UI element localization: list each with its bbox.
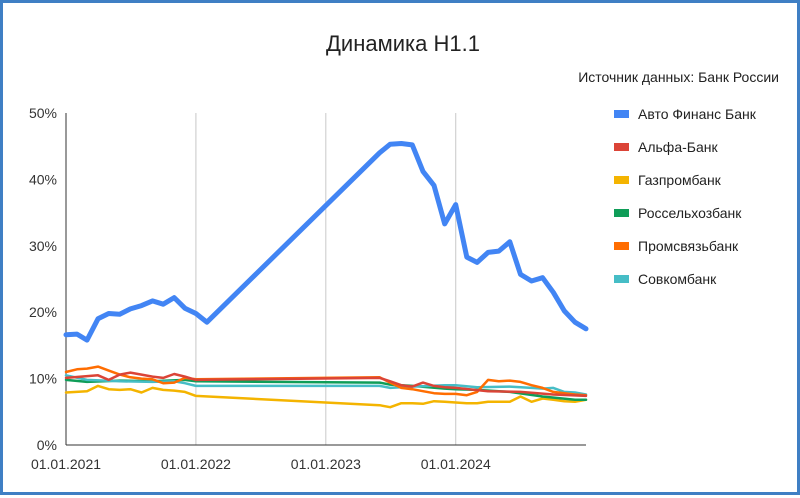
grid-layer [195, 113, 457, 445]
legend-swatch [614, 143, 629, 151]
series-line-2 [64, 371, 588, 398]
legend-label: Россельхозбанк [638, 205, 742, 221]
legend-label: Альфа-Банк [638, 139, 718, 155]
y-tick-label: 20% [29, 304, 57, 320]
legend-swatch [614, 176, 629, 184]
legend-swatch [614, 242, 629, 250]
series-line-5 [64, 365, 588, 397]
x-tick-label: 01.01.2021 [31, 456, 101, 472]
series-line-1 [63, 141, 589, 343]
legend-swatch [614, 209, 629, 217]
y-tick-label: 0% [37, 437, 57, 453]
legend-label: Газпромбанк [638, 172, 722, 188]
y-tick-label: 10% [29, 371, 57, 387]
y-tick-label: 30% [29, 238, 57, 254]
chart-svg: Динамика Н1.1 Источник данных: Банк Росс… [29, 31, 779, 472]
x-tick-label: 01.01.2022 [161, 456, 231, 472]
legend: Авто Финанс Банк Альфа-Банк Газпромбанк Рос… [614, 106, 757, 287]
legend-swatch [614, 110, 629, 118]
series-line-3 [64, 384, 588, 409]
series-layer [63, 141, 589, 409]
legend-swatch [614, 275, 629, 283]
y-tick-label: 40% [29, 171, 57, 187]
legend-label: Авто Финанс Банк [638, 106, 757, 122]
axis-layer: 0% 10% 20% 30% 40% 50% 01.01.2021 01.01.2022 01.… [29, 105, 586, 472]
x-tick-label: 01.01.2023 [291, 456, 361, 472]
y-tick-label: 50% [29, 105, 57, 121]
x-tick-label: 01.01.2024 [421, 456, 491, 472]
source-note: Источник данных: Банк России [578, 69, 779, 85]
legend-label: Промсвязьбанк [638, 238, 739, 254]
legend-label: Совкомбанк [638, 271, 717, 287]
chart-title: Динамика Н1.1 [326, 31, 480, 56]
